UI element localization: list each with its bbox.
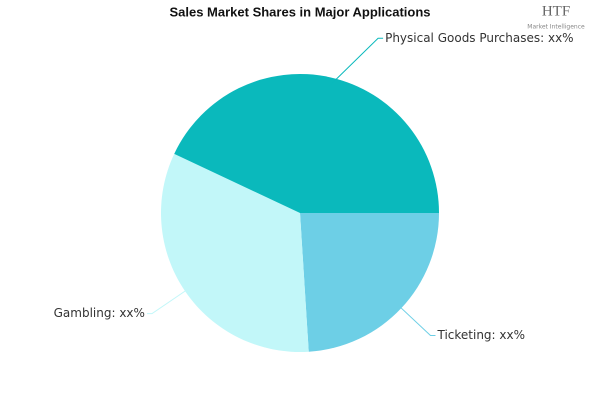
watermark-sub: Market Intelligence [527, 24, 585, 31]
leader-line [327, 37, 384, 88]
leader-line [393, 300, 436, 337]
chart-title: Sales Market Shares in Major Application… [169, 4, 430, 19]
watermark: HTF [542, 3, 570, 19]
pie-slice [300, 213, 439, 352]
data-label: Physical Goods Purchases: xx% [385, 31, 574, 45]
leader-line [146, 285, 194, 315]
data-label: Ticketing: xx% [436, 328, 525, 342]
pie-slice [161, 153, 309, 352]
data-label: Gambling: xx% [54, 306, 145, 320]
pie-slice [174, 74, 439, 214]
